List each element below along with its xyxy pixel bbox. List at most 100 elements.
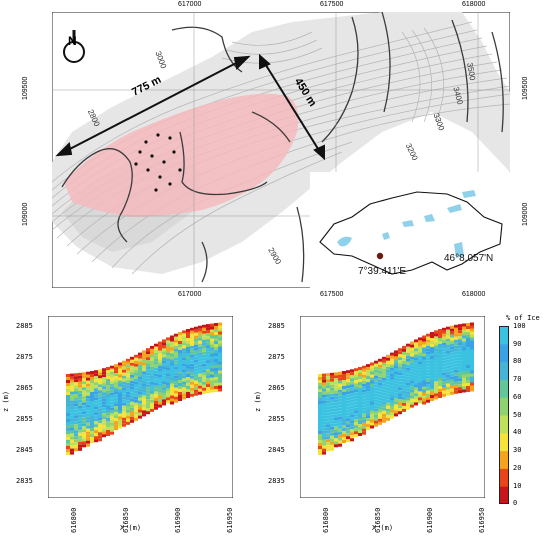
heatmap-cell — [430, 338, 434, 341]
heatmap-cell — [334, 381, 338, 385]
heatmap-cell — [390, 376, 394, 380]
heatmap-cell — [190, 330, 194, 334]
heatmap-cell — [94, 370, 98, 374]
heatmap-cell — [182, 369, 186, 373]
heatmap-cell — [166, 400, 170, 404]
heatmap-cell — [374, 372, 378, 376]
heatmap-cell — [166, 364, 170, 368]
inset-longitude: 7°39.411'E — [358, 266, 406, 277]
heatmap-cell — [78, 423, 82, 427]
heatmap-cell — [218, 385, 222, 389]
heatmap-cell — [458, 333, 462, 337]
heatmap-cell — [322, 424, 326, 428]
heatmap-cell — [194, 377, 198, 381]
heatmap-cell — [166, 370, 170, 374]
heatmap-cell — [458, 345, 462, 349]
heatmap-cell — [422, 335, 426, 339]
heatmap-cell — [410, 392, 414, 396]
heatmap-cell — [158, 377, 162, 381]
heatmap-cell — [406, 394, 410, 398]
heatmap-cell — [114, 424, 118, 428]
heatmap-cell — [86, 422, 90, 426]
heatmap-cell — [346, 439, 350, 443]
colorbar-segment — [499, 486, 509, 505]
right-y-tick: 2865 — [268, 384, 285, 392]
heatmap-cell — [118, 386, 122, 390]
heatmap-cell — [110, 413, 114, 417]
map-x-tick-bottom: 617000 — [178, 291, 202, 298]
heatmap-cell — [470, 346, 474, 350]
heatmap-cell — [130, 413, 134, 417]
heatmap-cell — [374, 360, 378, 364]
heatmap-cell — [138, 361, 142, 365]
left-x-tick: 616950 — [226, 507, 234, 533]
heatmap-cell — [106, 406, 110, 409]
heatmap-cell — [366, 421, 370, 425]
heatmap-cell — [318, 431, 322, 434]
heatmap-cell — [458, 363, 462, 367]
heatmap-cell — [98, 372, 102, 376]
heatmap-cell — [330, 423, 334, 427]
heatmap-cell — [98, 438, 102, 442]
heatmap-cell — [102, 389, 106, 393]
heatmap-cell — [186, 371, 190, 374]
heatmap-cell — [330, 435, 334, 439]
heatmap-cell — [130, 371, 134, 375]
heatmap-cell — [410, 398, 414, 402]
heatmap-cell — [382, 371, 386, 375]
heatmap-cell — [358, 421, 362, 424]
heatmap-cell — [394, 383, 398, 387]
heatmap-cell — [74, 379, 78, 383]
heatmap-cell — [190, 363, 194, 367]
heatmap-cell — [106, 388, 110, 391]
heatmap-cell — [426, 360, 430, 364]
colorbar-tick: 30 — [513, 446, 522, 454]
heatmap-cell — [318, 416, 322, 419]
heatmap-cell — [146, 360, 150, 364]
heatmap-cell — [382, 383, 386, 387]
heatmap-cell — [386, 363, 390, 367]
heatmap-cell — [454, 351, 458, 355]
heatmap-cell — [198, 388, 202, 392]
heatmap-cell — [326, 400, 330, 404]
heatmap-cell — [126, 412, 130, 416]
heatmap-cell — [174, 375, 178, 379]
heatmap-cell — [470, 376, 474, 380]
heatmap-cell — [386, 411, 390, 415]
heatmap-cell — [334, 432, 338, 436]
heatmap-cell — [138, 400, 142, 404]
heatmap-cell — [430, 362, 434, 365]
heatmap-cell — [206, 378, 210, 382]
heatmap-cell — [462, 368, 466, 372]
heatmap-cell — [154, 355, 158, 359]
heatmap-cell — [70, 379, 74, 383]
heatmap-cell — [430, 368, 434, 371]
heatmap-cell — [94, 379, 98, 383]
heatmap-cell — [202, 351, 206, 355]
heatmap-cell — [330, 396, 334, 400]
heatmap-cell — [166, 361, 170, 365]
heatmap-cell — [322, 373, 326, 377]
heatmap-cell — [198, 334, 202, 338]
heatmap-cell — [134, 408, 138, 412]
section-left-svg — [47, 315, 234, 499]
heatmap-cell — [346, 424, 350, 428]
heatmap-cell — [134, 393, 138, 397]
heatmap-cell — [322, 400, 326, 404]
heatmap-cell — [98, 432, 102, 436]
heatmap-cell — [66, 389, 70, 392]
heatmap-cell — [194, 392, 198, 396]
heatmap-cell — [134, 381, 138, 385]
heatmap-cell — [402, 384, 406, 388]
heatmap-cell — [182, 366, 186, 370]
heatmap-cell — [470, 334, 474, 338]
heatmap-cell — [106, 385, 110, 388]
heatmap-cell — [106, 397, 110, 400]
heatmap-cell — [82, 426, 86, 430]
heatmap-cell — [442, 345, 446, 349]
heatmap-cell — [166, 382, 170, 386]
heatmap-cell — [94, 412, 98, 416]
heatmap-cell — [466, 380, 470, 383]
heatmap-cell — [358, 367, 362, 370]
heatmap-cell — [354, 422, 358, 426]
